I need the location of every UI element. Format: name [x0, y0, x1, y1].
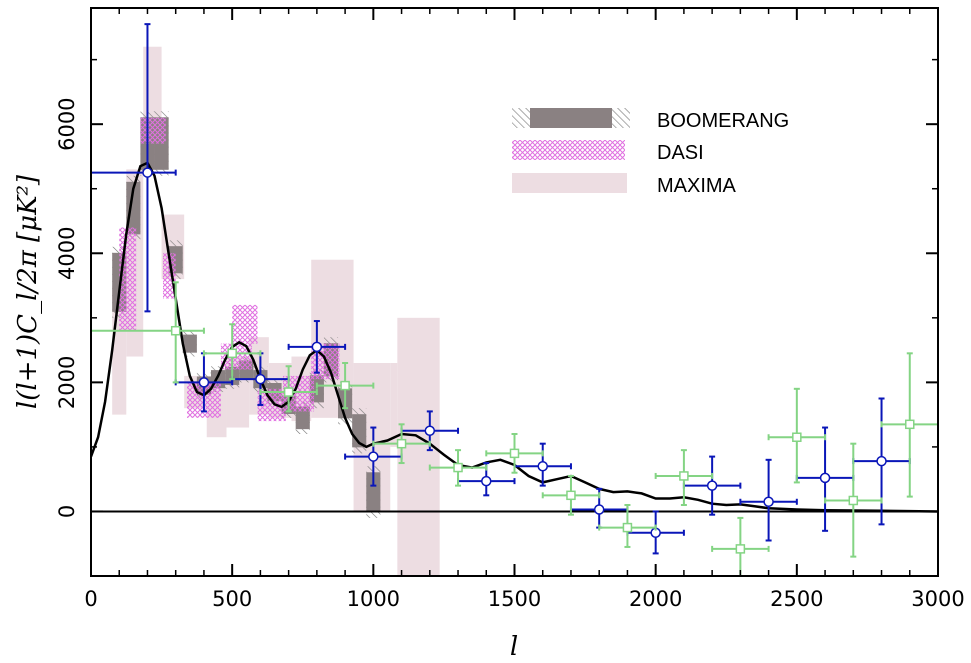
legend-label-maxima: MAXIMA: [657, 175, 737, 197]
data-point-s0-12: [795, 426, 855, 532]
y-tick-label-3: 6000: [55, 97, 79, 150]
axis-ticks: 0 500 1000 1500 2000 2500 3000 0 2000 4000 6000: [55, 8, 965, 611]
data-point-s0-7: [513, 442, 572, 487]
legend-label-dasi: DASI: [657, 142, 704, 164]
data-point-s0-9: [626, 510, 685, 555]
legend-label-boomerang: BOOMERANG: [657, 110, 789, 132]
maxima-band-12: [390, 363, 398, 447]
data-point-s1-12: [824, 442, 883, 558]
model-curve: [91, 161, 938, 513]
x-tick-label-5: 2500: [770, 587, 823, 611]
data-point-s0-3: [287, 320, 347, 374]
x-tick-label-4: 2000: [629, 587, 682, 611]
dasi-band-5: [232, 304, 258, 344]
x-tick-label-3: 1500: [488, 587, 541, 611]
legend-swatch-boomerang: [512, 108, 630, 128]
dasi-band-1: [140, 117, 166, 144]
x-tick-label-2: 1000: [347, 587, 400, 611]
data-point-s1-2: [259, 365, 318, 413]
data-point-s0-0: [91, 23, 177, 313]
x-tick-label-0: 0: [84, 587, 97, 611]
legend-swatch-dasi: [512, 140, 625, 160]
x-tick-label-6: 3000: [911, 587, 964, 611]
y-axis-title: l(l+1)C_l/2π [μK²]: [13, 174, 43, 409]
x-tick-label-1: 500: [212, 587, 252, 611]
y-tick-label-2: 4000: [55, 227, 79, 280]
data-series: [91, 23, 938, 576]
data-point-s1-5: [428, 449, 488, 487]
data-point-s1-9: [654, 449, 714, 506]
data-point-s0-11: [739, 458, 798, 542]
data-point-s1-0: [91, 281, 205, 384]
y-tick-label-1: 2000: [55, 356, 79, 409]
boomerang-band-1: [126, 181, 141, 235]
boomerang-band-13: [295, 406, 310, 430]
data-point-s0-13: [852, 397, 911, 526]
data-point-s1-11: [767, 387, 827, 484]
legend-swatch-maxima: [512, 173, 627, 193]
data-point-s1-13: [880, 352, 938, 498]
data-point-s1-7: [541, 474, 601, 516]
data-point-s1-1: [202, 323, 262, 381]
boomerang-band-18: [366, 472, 381, 512]
legend: BOOMERANG DASI MAXIMA: [512, 108, 789, 197]
data-point-s1-3: [315, 362, 375, 410]
data-point-s1-10: [711, 516, 770, 576]
data-point-s1-6: [485, 433, 544, 474]
boomerang-band-5: [182, 334, 197, 353]
data-point-s1-8: [598, 504, 657, 548]
data-point-s1-4: [372, 423, 431, 465]
x-axis-title: l: [510, 632, 518, 662]
dasi-band-2: [162, 253, 176, 299]
plot-frame: [90, 7, 939, 577]
y-tick-label-0: 0: [55, 505, 79, 518]
